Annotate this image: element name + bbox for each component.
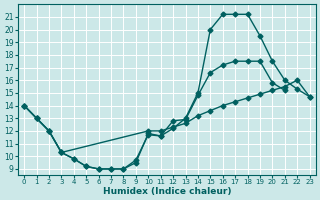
X-axis label: Humidex (Indice chaleur): Humidex (Indice chaleur) [103, 187, 231, 196]
